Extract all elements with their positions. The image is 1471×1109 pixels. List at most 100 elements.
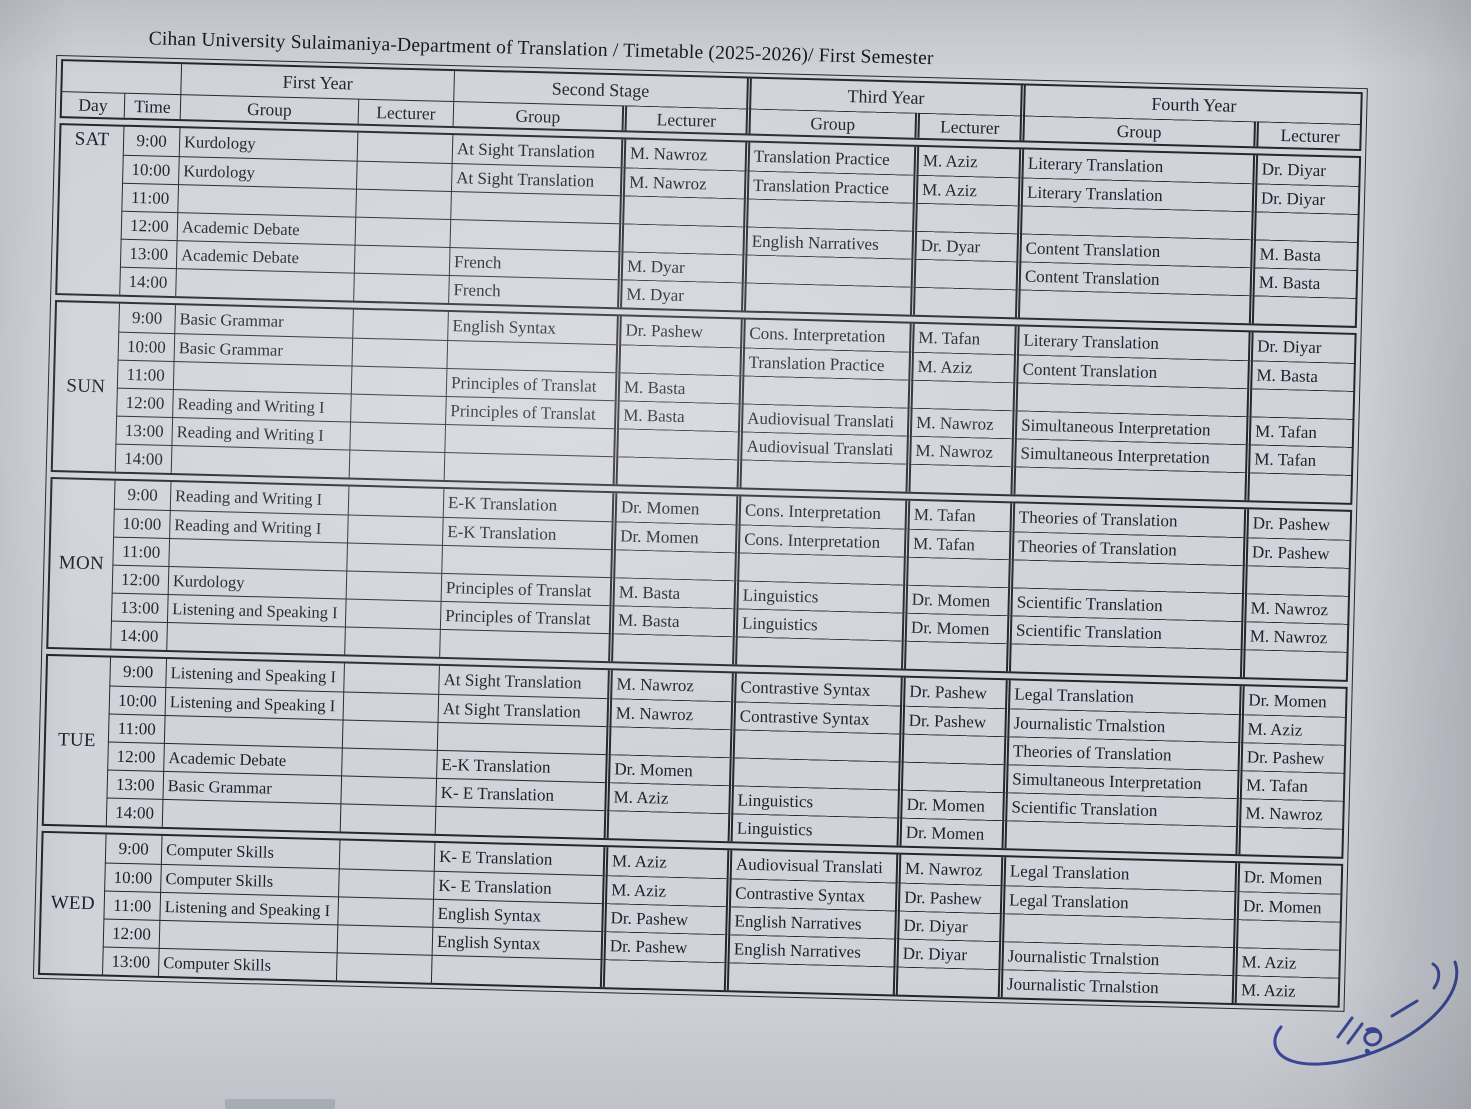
timetable-cell: Dr. Pashew xyxy=(601,903,726,935)
timetable-cell xyxy=(450,191,620,224)
timetable-cell: M. Nawroz xyxy=(906,435,1012,467)
timetable-cell: Dr. Momen xyxy=(611,493,737,525)
timetable-cell: M. Basta xyxy=(609,577,735,609)
timetable-cell: English Narratives xyxy=(742,226,913,259)
timetable-cell: Dr. Momen xyxy=(1238,686,1348,717)
timetable-cell: M. Tafan xyxy=(1245,444,1354,475)
timetable-cell xyxy=(352,309,448,340)
group-header: Group xyxy=(452,101,623,131)
timetable-cell: E-K Translation xyxy=(442,488,613,522)
timetable-cell xyxy=(723,962,894,995)
time-cell: 11:00 xyxy=(116,359,174,390)
day-label: SUN xyxy=(66,375,106,398)
timetable-cell: Reading and Writing I xyxy=(171,417,351,450)
timetable-cell xyxy=(1005,643,1241,678)
day-block-wed: WED 9:00 Computer Skills K- E Translation M.… xyxy=(37,830,1344,1008)
timetable-cell: Basic Grammar xyxy=(173,333,353,366)
time-cell: 12:00 xyxy=(107,741,164,771)
timetable-cell xyxy=(163,714,343,748)
time-cell: 9:00 xyxy=(113,480,171,511)
timetable-cell: M. Tafan xyxy=(909,323,1015,355)
timetable-cell xyxy=(1233,919,1342,950)
timetable-cell: Dr. Momen xyxy=(896,817,1003,849)
scanned-sheet: Cihan University Sulaimaniya-Department … xyxy=(32,26,1377,1012)
timetable-cell: Audiovisual Translati xyxy=(737,403,908,436)
timetable-cell: M. Basta xyxy=(1249,267,1359,298)
timetable-cell xyxy=(612,456,738,488)
timetable-cell xyxy=(729,757,899,790)
timetable-cell xyxy=(340,775,437,806)
timetable-cell: Reading and Writing I xyxy=(169,510,348,543)
timetable-cell xyxy=(337,896,434,927)
timetable-cell xyxy=(732,636,902,669)
timetable-cell xyxy=(1248,295,1358,326)
timetable-cell: M. Aziz xyxy=(602,847,728,879)
timetable-cell: Dr. Momen xyxy=(1233,891,1343,922)
timetable-cell: Listening and Speaking I xyxy=(166,593,346,627)
timetable-cell xyxy=(446,339,617,373)
timetable-cell xyxy=(341,747,437,778)
timetable-cell: Dr. Diyar xyxy=(893,938,1000,970)
timetable-cell: Dr. Diyar xyxy=(1247,332,1357,363)
timetable-cell xyxy=(1250,211,1360,243)
timetable-cell xyxy=(905,463,1012,495)
timetable-cell: Linguistics xyxy=(728,785,898,818)
time-cell: 10:00 xyxy=(108,685,166,715)
timetable-cell xyxy=(615,344,741,376)
timetable-cell xyxy=(618,223,744,255)
timetable-cell: At Sight Translation xyxy=(450,163,621,196)
time-cell: 11:00 xyxy=(107,713,165,743)
day-label: TUE xyxy=(57,729,97,752)
time-cell: 10:00 xyxy=(117,331,175,362)
timetable-cell: At Sight Translation xyxy=(438,665,608,699)
timetable-cell xyxy=(347,486,444,517)
lecturer-header: Lecturer xyxy=(357,98,454,127)
timetable-cell: Academic Debate xyxy=(175,240,355,273)
timetable-cell: M. Tafan xyxy=(1245,416,1355,447)
timetable-cell: Computer Skills xyxy=(160,863,339,897)
timetable-cell: Reading and Writing I xyxy=(169,482,349,515)
timetable-cell: Dr. Pashew xyxy=(600,931,726,963)
timetable-cell xyxy=(166,621,345,655)
timetable-cell: K- E Translation xyxy=(433,870,603,904)
timetable-cell: Cons. Interpretation xyxy=(740,319,910,352)
timetable-cell xyxy=(1235,826,1345,857)
timetable-cell: K- E Translation xyxy=(435,777,606,811)
timetable-cell: Linguistics xyxy=(733,580,904,613)
timetable-cell: M. Nawroz xyxy=(620,139,746,171)
timetable-cell xyxy=(175,268,354,301)
timetable-cell: M. Basta xyxy=(1250,239,1359,271)
time-cell: 11:00 xyxy=(121,182,179,213)
timetable-cell: M. Aziz xyxy=(913,146,1020,178)
timetable-cell: M. Aziz xyxy=(601,875,727,907)
timetable-cell: Reading and Writing I xyxy=(172,389,351,422)
timetable-cell xyxy=(430,954,601,988)
timetable-cell: Dr. Pashew xyxy=(900,677,1006,709)
time-cell: 12:00 xyxy=(111,564,169,594)
time-cell: 13:00 xyxy=(102,946,159,976)
timetable-cell: At Sight Translation xyxy=(451,135,622,168)
time-cell: 9:00 xyxy=(118,303,175,334)
timetable-cell xyxy=(341,719,438,750)
timetable-cell: Principles of Translat xyxy=(439,600,610,634)
day-label: WED xyxy=(50,892,96,915)
timetable-cell: Dr. Pashew xyxy=(1243,509,1353,540)
timetable-cell: Cons. Interpretation xyxy=(735,496,906,529)
timetable-cell: Dr. Dyar xyxy=(911,230,1018,262)
timetable-body: SAT 9:00 Kurdology At Sight Translation M. N… xyxy=(37,123,1362,1008)
timetable-cell: Linguistics xyxy=(732,608,903,641)
timetable-cell xyxy=(434,805,605,839)
timetable-cell: Translation Practice xyxy=(743,170,914,203)
timetable-cell: Academic Debate xyxy=(163,742,342,776)
timetable-cell: Kurdology xyxy=(178,156,357,189)
timetable-cell xyxy=(338,868,434,899)
timetable-cell xyxy=(347,514,443,545)
lecturer-header: Lecturer xyxy=(1253,121,1362,150)
timetable-cell: Audiovisual Translati xyxy=(737,431,907,464)
timetable-cell xyxy=(439,628,609,662)
timetable-cell: Dr. Momen xyxy=(901,612,1008,644)
timetable-cell: M. Nawroz xyxy=(1236,798,1345,829)
lecturer-header: Lecturer xyxy=(914,112,1021,141)
timetable-cell xyxy=(909,286,1016,318)
timetable-cell xyxy=(898,733,1005,765)
